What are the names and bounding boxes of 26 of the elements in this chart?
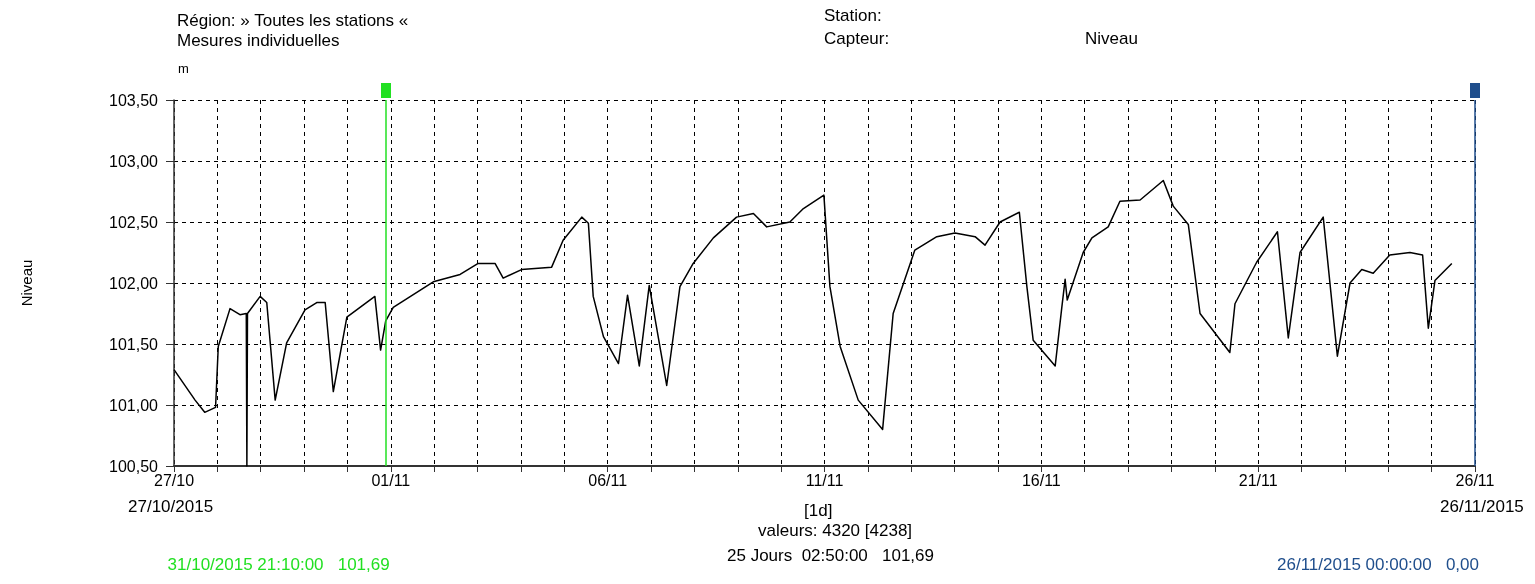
y-tick-label: 103,50 [109, 91, 159, 109]
y-tick-label: 102,50 [109, 213, 159, 231]
ref-line-label: 31/10/2015 21:10:00 101,69 [167, 555, 390, 574]
text: m [178, 61, 189, 76]
x-tick-label: 16/11 [1021, 471, 1061, 489]
text: 26/11/2015 [1440, 497, 1524, 516]
x-tick-label: 01/11 [371, 471, 411, 489]
chart-subtitle: Mesures individuelles [177, 30, 340, 50]
y-tick-label: 101,50 [109, 335, 159, 353]
text: Niveau [1085, 29, 1138, 48]
chart-title: Région: » Toutes les stations « [177, 10, 409, 30]
text: 27/10/2015 [128, 497, 214, 516]
text: Station: [824, 6, 882, 25]
x-tick-label: 26/11 [1455, 471, 1495, 489]
ref-line-label: 26/11/2015 00:00:00 0,00 [1277, 555, 1479, 574]
x-tick-label: 11/11 [805, 471, 844, 489]
y-axis-title: Niveau [18, 259, 35, 307]
y-tick-label: 102,00 [109, 274, 159, 292]
x-tick-label: 06/11 [588, 471, 628, 489]
y-tick-label: 101,00 [109, 396, 159, 414]
text: [1d] [804, 501, 833, 520]
text: valeurs: 4320 [4238] [758, 521, 913, 540]
text: Capteur: [824, 29, 890, 48]
x-tick-label: 21/11 [1238, 471, 1278, 489]
y-tick-label: 103,00 [109, 152, 159, 170]
text: 25 Jours 02:50:00 101,69 [727, 546, 934, 565]
